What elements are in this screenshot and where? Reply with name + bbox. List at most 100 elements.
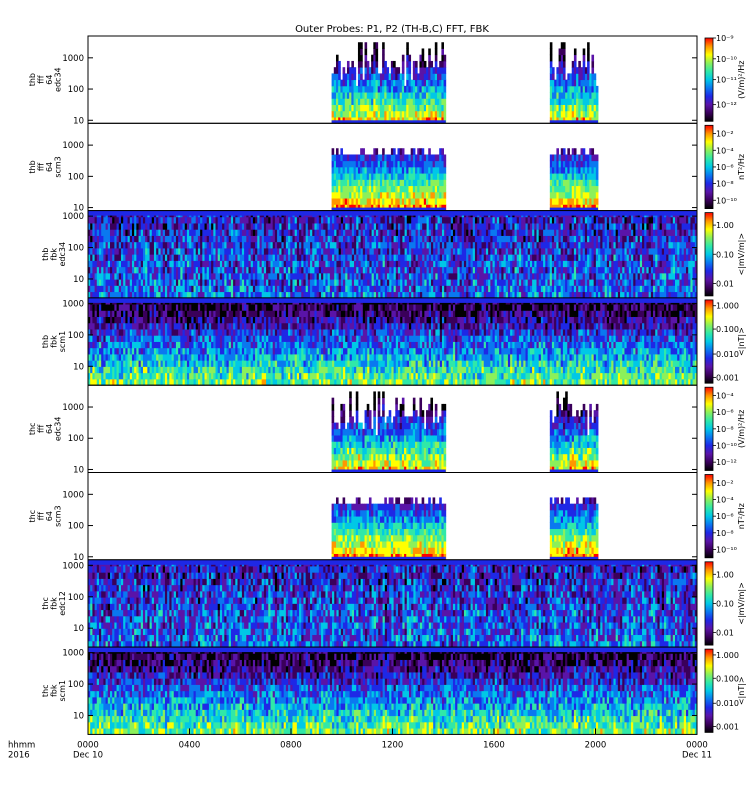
spectrogram <box>88 211 697 299</box>
spec-cell <box>338 73 341 80</box>
colorbar-tick-label: 10⁻⁸ <box>716 180 734 189</box>
spec-cell <box>376 55 379 62</box>
spec-cell <box>422 55 425 62</box>
spec-cell <box>360 55 363 62</box>
spec-cell <box>402 80 405 87</box>
spec-cell <box>360 73 363 80</box>
spec-cell <box>444 98 447 105</box>
spec-cell <box>393 148 396 155</box>
colorbar-tick-label: 10⁻⁹ <box>716 34 734 43</box>
spec-cell <box>596 179 599 186</box>
spectrogram <box>332 42 599 123</box>
panel-label: thbfff64edc34 <box>28 67 63 92</box>
spec-cell <box>552 67 555 74</box>
spec-cell <box>402 55 405 62</box>
spec-cell <box>367 61 370 68</box>
spec-cell <box>578 61 581 68</box>
spec-cell <box>382 148 385 155</box>
spec-cell <box>591 148 594 155</box>
spec-cell <box>591 67 594 74</box>
spec-cell <box>583 55 586 62</box>
spec-cell <box>556 148 559 155</box>
spec-cell <box>596 192 599 199</box>
spec-cell <box>444 154 447 161</box>
spec-cell <box>393 61 396 68</box>
spec-cell <box>444 161 447 168</box>
spec-cell <box>360 61 363 68</box>
spec-cell <box>583 61 586 68</box>
y-tick-label: 10 <box>73 116 84 126</box>
colorbar-label: nT²/Hz <box>737 154 746 180</box>
spec-cell <box>397 67 400 74</box>
spec-cell <box>444 80 447 87</box>
spec-cell <box>550 42 553 49</box>
spec-cell <box>444 111 447 118</box>
spec-cell <box>435 42 438 49</box>
spec-cell <box>406 42 409 49</box>
spec-cell <box>408 61 411 68</box>
spectrogram <box>332 148 599 211</box>
spec-cell <box>587 42 590 49</box>
colorbar-scale <box>705 38 713 121</box>
spec-cell <box>384 61 387 68</box>
spec-cell <box>596 105 599 112</box>
y-tick-label: 100 <box>68 172 84 182</box>
spec-cell <box>444 179 447 186</box>
spec-cell <box>338 67 341 74</box>
spec-cell <box>376 67 379 74</box>
spec-cell <box>428 148 431 155</box>
spec-cell <box>408 67 411 74</box>
spec-cell <box>587 61 590 68</box>
spec-cell <box>332 148 335 155</box>
spec-cell <box>587 67 590 74</box>
spec-cell <box>574 61 577 68</box>
spec-cell <box>435 55 438 62</box>
spec-cell <box>444 186 447 193</box>
spec-cell <box>362 148 365 155</box>
spec-cell <box>415 67 418 74</box>
spec-cell <box>441 42 444 49</box>
spec-cell <box>343 67 346 74</box>
spec-cell <box>550 55 553 62</box>
spec-cell <box>382 48 385 55</box>
spec-cell <box>563 61 566 68</box>
spec-cell <box>596 111 599 118</box>
spec-cell <box>360 67 363 74</box>
spec-cell <box>428 48 431 55</box>
spec-cell <box>354 73 357 80</box>
spec-cell <box>591 61 594 68</box>
spec-cell <box>587 48 590 55</box>
spec-cell <box>415 61 418 68</box>
spec-cell <box>596 173 599 180</box>
spec-cell <box>563 67 566 74</box>
spec-cell <box>376 148 379 155</box>
spec-cell <box>563 148 566 155</box>
spec-cell <box>596 161 599 168</box>
spec-cell <box>587 55 590 62</box>
spec-cell <box>563 42 566 49</box>
spec-cell <box>428 55 431 62</box>
panel-thb-fff-64-edc34: 100010010thbfff64edc3410⁻⁹10⁻¹⁰10⁻¹¹10⁻¹… <box>28 34 746 126</box>
spec-cell <box>444 198 447 205</box>
colorbar-tick-label: 10⁻² <box>716 130 734 139</box>
spec-cell <box>360 48 363 55</box>
spec-cell <box>574 48 577 55</box>
spec-cell <box>354 67 357 74</box>
spec-cell <box>365 55 368 62</box>
spec-cell <box>596 86 599 93</box>
spec-cell <box>574 148 577 155</box>
spec-cell <box>435 61 438 68</box>
colorbar-tick-label: 10⁻⁴ <box>716 146 734 155</box>
spec-cell <box>594 80 597 87</box>
spec-cell <box>563 48 566 55</box>
spec-cell <box>354 80 357 87</box>
panels: 100010010thbfff64edc3410⁻⁹10⁻¹⁰10⁻¹¹10⁻¹… <box>28 34 746 735</box>
spec-cell <box>444 67 447 74</box>
spec-cell <box>382 55 385 62</box>
spec-cell <box>413 148 416 155</box>
spec-cell <box>596 186 599 193</box>
spec-cell <box>550 48 553 55</box>
